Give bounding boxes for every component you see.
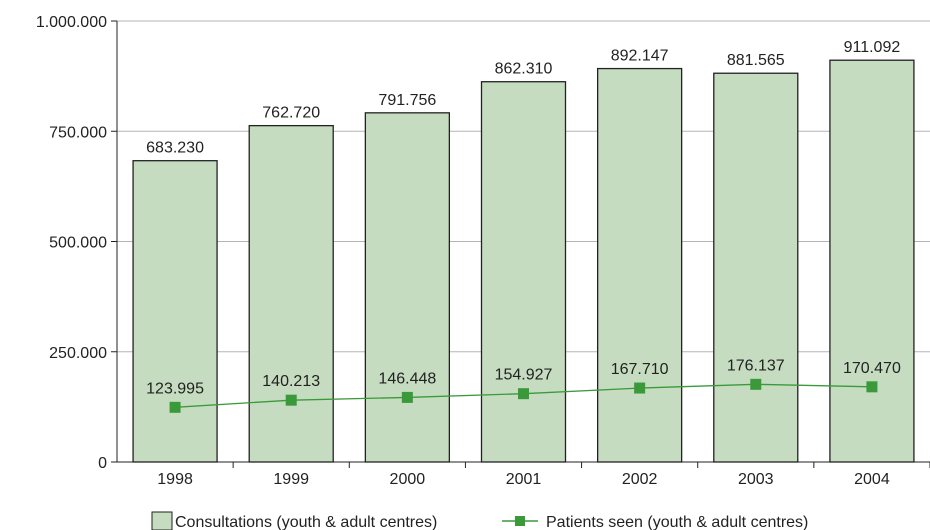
legend-marker-patients xyxy=(515,516,525,526)
x-tick-label-2000: 2000 xyxy=(390,471,426,488)
bar-1999 xyxy=(248,124,334,463)
line-value-label-2002: 167.710 xyxy=(611,361,669,378)
x-tick-label-1999: 1999 xyxy=(273,471,309,488)
line-value-label-2004: 170.470 xyxy=(843,360,901,377)
y-tick-label: 1.000.000 xyxy=(36,14,107,31)
line-value-label-2000: 146.448 xyxy=(378,370,436,387)
bar-value-label-1998: 683.230 xyxy=(146,140,204,157)
bar-2000 xyxy=(364,112,451,463)
y-tick-label: 750.000 xyxy=(49,124,107,141)
line-value-label-2003: 176.137 xyxy=(727,357,785,374)
line-marker-2002 xyxy=(634,382,646,394)
line-value-label-1999: 140.213 xyxy=(262,373,320,390)
line-marker-2000 xyxy=(401,391,413,403)
axes: 0 250.000 500.000 750.000 1.000.000 1998 1999 2… xyxy=(36,14,930,488)
bar-value-label-2001: 862.310 xyxy=(495,61,553,78)
line-marker-1999 xyxy=(285,394,297,406)
bar-2004 xyxy=(829,59,915,463)
data-labels: 683.230 762.720 791.756 862.310 892.147 881.5… xyxy=(146,39,901,397)
line-value-label-1998: 123.995 xyxy=(146,380,204,397)
bar-1998 xyxy=(132,160,218,463)
bar-value-label-2003: 881.565 xyxy=(727,52,785,69)
x-tick-label-2003: 2003 xyxy=(738,471,774,488)
x-tick-label-2001: 2001 xyxy=(506,471,542,488)
y-tick-label: 250.000 xyxy=(49,345,107,362)
bar-series xyxy=(132,59,915,463)
line-marker-1998 xyxy=(169,401,181,413)
bar-value-label-1999: 762.720 xyxy=(262,105,320,122)
y-tick-label: 500.000 xyxy=(49,235,107,252)
legend: Consultations (youth & adult centres) Pa… xyxy=(151,511,808,530)
line-marker-2004 xyxy=(866,381,878,393)
y-tick-label: 0 xyxy=(98,455,107,472)
legend-swatch-consultations xyxy=(151,511,173,530)
x-tick-label-2004: 2004 xyxy=(854,471,890,488)
line-marker-2001 xyxy=(518,388,529,400)
x-tick-label-1998: 1998 xyxy=(157,471,193,488)
legend-label-patients: Patients seen (youth & adult centres) xyxy=(546,514,808,530)
bar-2003 xyxy=(713,72,799,463)
line-marker-2003 xyxy=(750,378,762,390)
line-series xyxy=(169,378,878,413)
bar-value-label-2004: 911.092 xyxy=(844,39,901,56)
bar-value-label-2000: 791.756 xyxy=(378,92,436,109)
x-tick-label-2002: 2002 xyxy=(622,471,658,488)
bar-value-label-2002: 892.147 xyxy=(611,48,669,65)
bar-2002 xyxy=(596,67,683,463)
bar-2001 xyxy=(480,81,567,463)
legend-label-consultations: Consultations (youth & adult centres) xyxy=(175,514,437,530)
line-value-label-2001: 154.927 xyxy=(495,367,553,384)
